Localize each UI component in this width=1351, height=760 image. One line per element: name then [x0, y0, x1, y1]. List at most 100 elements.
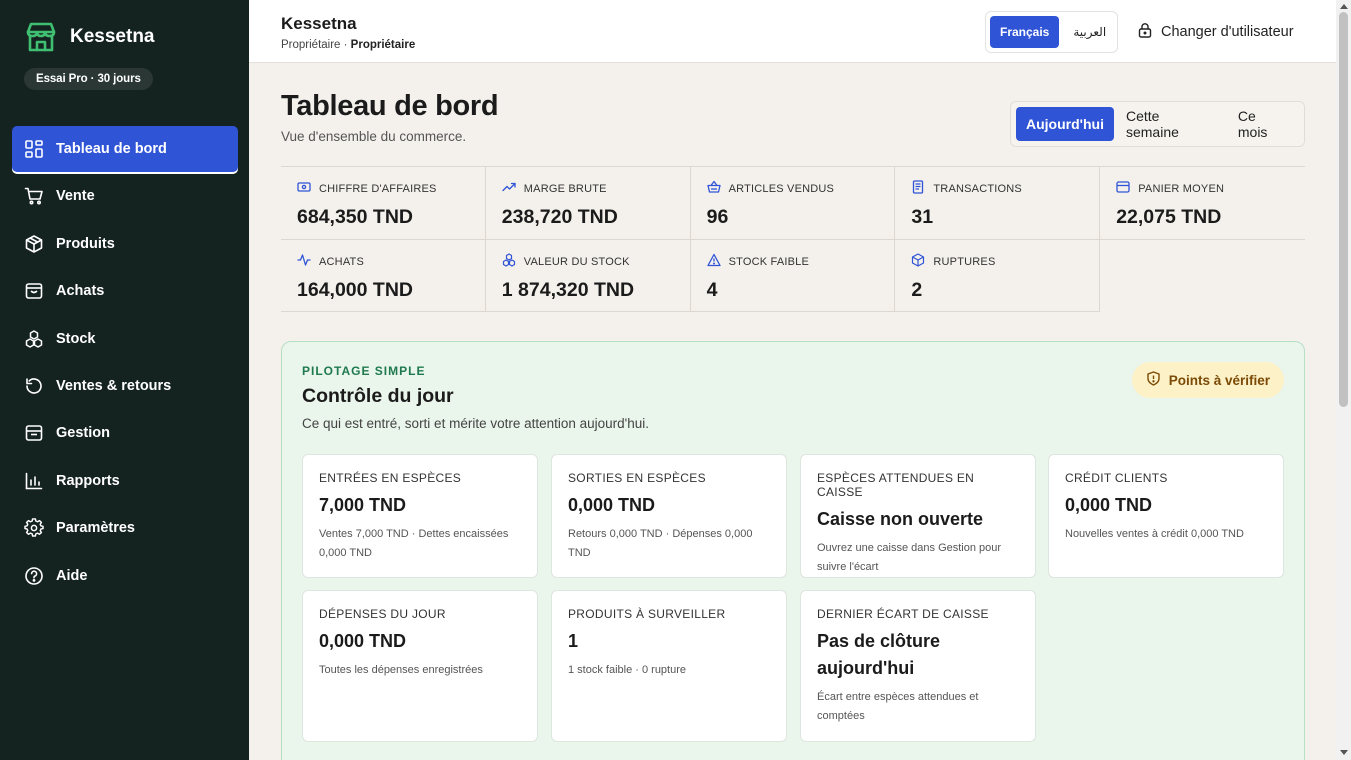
kpi-label: Articles vendus — [728, 182, 835, 195]
card-value: 0,000 TND — [568, 495, 656, 515]
card-customer-credit: Crédit clients 0,000 TND Nouvelles vente… — [1048, 454, 1284, 578]
sidebar-item-help[interactable]: Aide — [12, 553, 238, 599]
card-products-to-watch: Produits à surveiller 1 1 stock faible ·… — [551, 590, 787, 742]
shield-alert-icon — [1146, 371, 1161, 389]
sidebar-item-label: Stock — [56, 330, 96, 347]
sidebar-item-purchases[interactable]: Achats — [12, 268, 238, 314]
lang-ar-button[interactable]: العربية — [1073, 25, 1107, 39]
sidebar-nav: Tableau de bord Vente Produits Achats St… — [12, 126, 238, 600]
section-eyebrow: PILOTAGE SIMPLE — [302, 364, 426, 378]
kpi-row: Chiffre d'affaires 684,350 TND Marge bru… — [281, 166, 1305, 239]
sidebar-item-dashboard[interactable]: Tableau de bord — [12, 126, 238, 172]
switch-user-button[interactable]: Changer d'utilisateur — [1137, 22, 1294, 42]
card-cash-out: Sorties en espèces 0,000 TND Retours 0,0… — [551, 454, 787, 578]
warning-triangle-icon — [706, 253, 721, 270]
card-label: Entrées en espèces — [319, 471, 462, 485]
cart-icon — [24, 186, 44, 206]
page-scrollbar[interactable] — [1336, 0, 1351, 760]
sidebar-item-settings[interactable]: Paramètres — [12, 505, 238, 551]
points-to-check-badge[interactable]: Points à vérifier — [1131, 362, 1284, 398]
kpi-value: 22,075 TND — [1116, 206, 1222, 228]
card-expected-cash: Espèces attendues en caisse Caisse non o… — [800, 454, 1036, 578]
activity-icon — [297, 253, 311, 270]
kpi-value: 2 — [911, 279, 923, 301]
inbox-icon — [24, 423, 44, 443]
section-title: Contrôle du jour — [302, 385, 454, 407]
card-note: Écart entre espèces attendues et comptée… — [817, 691, 979, 723]
card-label: Crédit clients — [1065, 471, 1168, 485]
card-label: Produits à surveiller — [568, 607, 726, 621]
card-value: Caisse non ouverte — [817, 509, 984, 529]
switch-user-label: Changer d'utilisateur — [1161, 24, 1294, 40]
brand-name: Kessetna — [70, 26, 155, 47]
kpi-label: Panier moyen — [1138, 182, 1225, 195]
card-label: Dernier écart de caisse — [817, 607, 989, 621]
kpi-stockouts: Ruptures 2 — [895, 240, 1101, 312]
card-label: Dépenses du jour — [319, 607, 446, 621]
sidebar-item-stock[interactable]: Stock — [12, 316, 238, 362]
kpi-value: 1 874,320 TND — [501, 279, 635, 301]
scroll-thumb[interactable] — [1339, 12, 1348, 407]
badge-label: Points à vérifier — [1168, 372, 1270, 388]
kpi-low-stock: Stock faible 4 — [690, 240, 896, 312]
kpi-empty-cell — [1100, 240, 1305, 312]
card-note: Ouvrez une caisse dans Gestion pour suiv… — [817, 542, 1002, 574]
sidebar-item-management[interactable]: Gestion — [12, 410, 238, 456]
store-logo-icon — [24, 20, 58, 54]
card-note: 1 stock faible · 0 rupture — [568, 664, 687, 676]
role-name: Propriétaire — [350, 39, 416, 51]
card-last-cash-gap: Dernier écart de caisse Pas de clôture a… — [800, 590, 1036, 742]
card-label: Sorties en espèces — [568, 471, 706, 485]
sidebar-item-products[interactable]: Produits — [12, 221, 238, 267]
tab-this-month[interactable]: Ce mois — [1237, 108, 1268, 140]
sidebar-item-label: Vente — [56, 188, 95, 205]
sidebar-item-label: Achats — [56, 283, 105, 300]
sidebar-item-label: Paramètres — [56, 520, 135, 537]
kpi-gross-margin: Marge brute 238,720 TND — [486, 167, 691, 239]
kpi-items-sold: Articles vendus 96 — [691, 167, 896, 239]
kpi-value: 96 — [706, 206, 729, 228]
kpi-label: Ruptures — [933, 255, 996, 268]
shop-name: Kessetna — [281, 14, 357, 33]
trending-up-icon — [502, 180, 516, 197]
kpi-label: Achats — [319, 255, 365, 268]
card-note: Retours 0,000 TND · Dépenses 0,000 TND — [568, 528, 753, 560]
box-icon — [24, 234, 44, 254]
banknote-icon — [297, 180, 311, 197]
kpi-label: Transactions — [933, 182, 1022, 195]
package-x-icon — [911, 253, 925, 270]
lang-fr-button[interactable]: Français — [990, 16, 1060, 48]
role-prefix: Propriétaire · — [281, 39, 351, 51]
kpi-stock-value: Valeur du stock 1 874,320 TND — [485, 240, 691, 312]
kpi-label: Marge brute — [523, 182, 607, 195]
card-daily-expenses: Dépenses du jour 0,000 TND Toutes les dé… — [302, 590, 538, 742]
card-value: 7,000 TND — [319, 495, 407, 515]
kpi-average-basket: Panier moyen 22,075 TND — [1100, 167, 1305, 239]
help-icon — [24, 566, 44, 586]
kpi-value: 31 — [911, 206, 934, 228]
card-note: Toutes les dépenses enregistrées — [319, 664, 483, 676]
lock-icon — [1137, 22, 1153, 42]
kpi-purchases: Achats 164,000 TND — [281, 240, 486, 312]
tab-today[interactable]: Aujourd'hui — [1016, 107, 1114, 141]
gear-icon — [24, 518, 44, 538]
kpi-transactions: Transactions 31 — [895, 167, 1101, 239]
sidebar-item-label: Aide — [56, 567, 88, 584]
kpi-value: 684,350 TND — [297, 206, 413, 228]
language-switcher: Français العربية — [985, 11, 1118, 53]
brand[interactable]: Kessetna — [24, 20, 155, 54]
page-title: Tableau de bord — [281, 90, 499, 122]
sidebar-item-sales-returns[interactable]: Ventes & retours — [12, 363, 238, 409]
sidebar-item-reports[interactable]: Rapports — [12, 458, 238, 504]
tab-this-week[interactable]: Cette semaine — [1125, 108, 1179, 140]
sidebar-item-label: Produits — [56, 235, 115, 252]
boxes-icon — [502, 253, 516, 270]
kpi-label: Chiffre d'affaires — [319, 182, 437, 195]
scroll-up-arrow-icon[interactable] — [1340, 4, 1348, 9]
kpi-grid: Chiffre d'affaires 684,350 TND Marge bru… — [281, 166, 1305, 312]
kpi-revenue: Chiffre d'affaires 684,350 TND — [281, 167, 486, 239]
scroll-down-arrow-icon[interactable] — [1340, 750, 1348, 755]
sidebar-item-sale[interactable]: Vente — [12, 173, 238, 219]
trial-badge: Essai Pro · 30 jours — [24, 68, 153, 90]
sidebar: Kessetna Essai Pro · 30 jours Tableau de… — [0, 0, 249, 760]
